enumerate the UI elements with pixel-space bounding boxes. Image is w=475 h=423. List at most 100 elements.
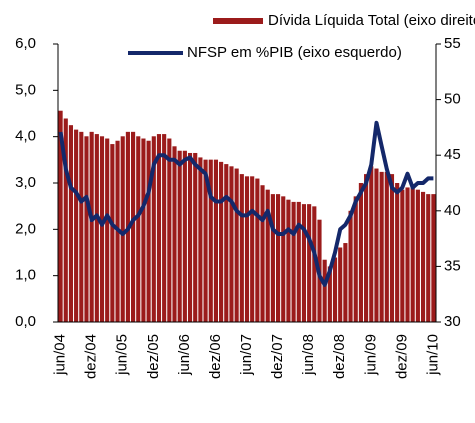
- bar: [229, 166, 234, 322]
- bar: [136, 136, 141, 322]
- bar: [281, 196, 286, 322]
- y2-tick-label: 55: [444, 35, 461, 52]
- bar: [213, 159, 219, 322]
- x-tick-label: jun/09: [362, 334, 379, 376]
- y-tick-label: 3,0: [15, 174, 36, 191]
- bar: [307, 204, 312, 322]
- bar: [131, 131, 136, 322]
- bar: [260, 185, 265, 322]
- bar: [275, 194, 281, 322]
- bar: [400, 189, 405, 322]
- bar: [415, 189, 420, 322]
- bar: [162, 134, 167, 322]
- bar: [167, 138, 172, 322]
- bar: [369, 166, 374, 322]
- bar: [146, 140, 151, 322]
- bar: [322, 259, 327, 322]
- line: [58, 120, 434, 287]
- y2-tick-label: 45: [444, 146, 461, 163]
- bar: [151, 136, 156, 322]
- y2-tick-label: 35: [444, 257, 461, 274]
- y-tick-label: 2,0: [15, 220, 36, 237]
- bar: [426, 194, 431, 322]
- legend: Dívida Líquida Total (eixo direito) NFSP…: [128, 12, 475, 61]
- bar: [219, 161, 224, 322]
- bar: [89, 131, 94, 322]
- bar: [198, 157, 203, 322]
- bar: [99, 136, 105, 322]
- y2-tick-label: 50: [444, 91, 461, 108]
- bar: [68, 125, 74, 323]
- bar: [74, 129, 79, 322]
- bar: [244, 176, 250, 322]
- bar: [420, 191, 426, 322]
- x-tick-label: dez/09: [393, 334, 410, 379]
- y-tick-label: 6,0: [15, 35, 36, 52]
- x-tick-label: dez/08: [331, 334, 348, 379]
- y2-tick-label: 40: [444, 202, 461, 219]
- bar: [431, 194, 436, 322]
- x-tick-label: jun/05: [114, 334, 131, 376]
- bar: [384, 171, 389, 322]
- x-tick-label: jun/06: [176, 334, 193, 376]
- x-tick-label: dez/05: [145, 334, 162, 379]
- bar: [250, 176, 255, 322]
- bar: [110, 144, 115, 322]
- bar: [208, 159, 213, 322]
- bar: [374, 168, 379, 322]
- x-tick-label: jun/10: [424, 334, 441, 376]
- x-tick-label: jun/07: [238, 334, 255, 376]
- bar: [79, 131, 84, 322]
- bar: [364, 174, 369, 322]
- bar: [203, 159, 208, 322]
- bar: [353, 196, 358, 322]
- bar: [141, 138, 146, 322]
- bar: [405, 187, 410, 322]
- legend-label: Dívida Líquida Total (eixo direito): [268, 12, 475, 29]
- bar: [379, 171, 384, 322]
- bar: [182, 150, 187, 322]
- bar: [94, 134, 99, 322]
- y-tick-label: 4,0: [15, 128, 36, 145]
- y-tick-label: 5,0: [15, 81, 36, 98]
- bar: [172, 146, 177, 322]
- x-tick-label: jun/08: [300, 334, 317, 376]
- bar: [187, 152, 193, 322]
- bar: [193, 152, 198, 322]
- bar: [224, 164, 229, 322]
- bar: [286, 199, 291, 322]
- y2-tick-label: 30: [444, 313, 461, 330]
- bar: [63, 118, 68, 322]
- bar: [296, 201, 301, 322]
- bar: [410, 187, 415, 322]
- bar: [84, 136, 89, 322]
- bar: [58, 110, 63, 322]
- bar: [234, 168, 239, 322]
- bar: [265, 189, 270, 322]
- bar: [255, 178, 260, 322]
- bar: [338, 247, 343, 322]
- bar: [156, 134, 162, 322]
- x-tick-label: dez/04: [83, 334, 100, 379]
- bar: [312, 206, 317, 322]
- bar: [105, 138, 110, 322]
- bar: [332, 257, 338, 322]
- bar: [291, 201, 296, 322]
- bar: [358, 183, 363, 322]
- y-tick-label: 0,0: [15, 313, 36, 330]
- legend-label: NFSP em %PIB (eixo esquerdo): [187, 44, 402, 61]
- bar: [177, 150, 182, 322]
- bar: [301, 204, 307, 322]
- bar: [327, 266, 332, 322]
- bar: [239, 174, 244, 322]
- bar: [270, 194, 275, 322]
- legend-swatch: [213, 18, 263, 24]
- bar: [348, 210, 353, 322]
- bar: [343, 243, 348, 322]
- bar: [395, 183, 400, 322]
- y-tick-label: 1,0: [15, 267, 36, 284]
- x-tick-label: dez/07: [269, 334, 286, 379]
- bar: [120, 136, 125, 322]
- bar: [389, 174, 395, 322]
